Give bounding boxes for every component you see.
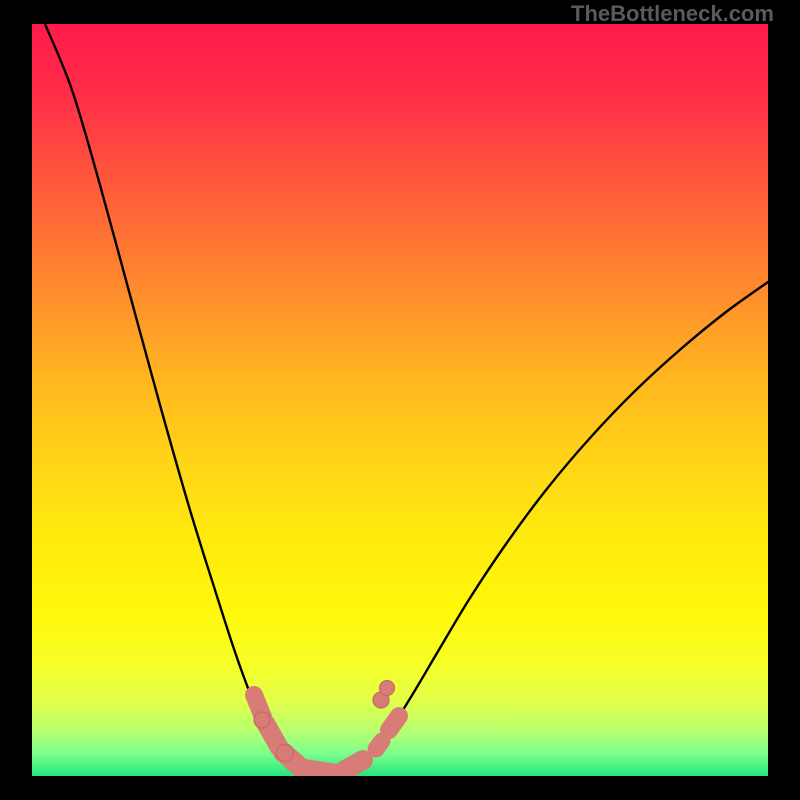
marker-dot — [277, 745, 294, 762]
chart-stage: TheBottleneck.com — [0, 0, 800, 800]
watermark-text: TheBottleneck.com — [571, 1, 774, 27]
chart-svg — [0, 0, 800, 800]
plot-background — [32, 24, 768, 776]
marker-dot — [380, 681, 395, 696]
marker-dot — [254, 712, 270, 728]
